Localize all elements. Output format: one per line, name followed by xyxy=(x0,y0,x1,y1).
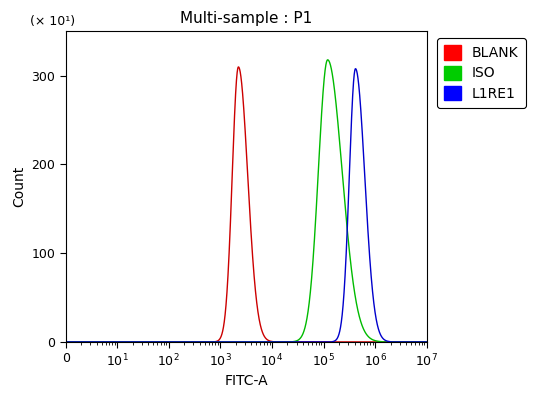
Text: (× 10¹): (× 10¹) xyxy=(30,15,74,28)
BLANK xyxy=(350,340,356,344)
L1RE1 xyxy=(276,340,283,344)
BLANK xyxy=(62,340,69,344)
L1RE1 xyxy=(352,66,359,71)
L1RE1 xyxy=(423,340,430,344)
BLANK xyxy=(423,340,430,344)
ISO xyxy=(330,79,336,83)
ISO xyxy=(292,339,298,344)
Y-axis label: Count: Count xyxy=(12,166,26,207)
Line: ISO: ISO xyxy=(66,60,427,342)
BLANK xyxy=(80,340,87,344)
Line: L1RE1: L1RE1 xyxy=(66,69,427,342)
Legend: BLANK, ISO, L1RE1: BLANK, ISO, L1RE1 xyxy=(437,39,526,108)
L1RE1 xyxy=(350,95,356,100)
Line: BLANK: BLANK xyxy=(66,67,427,342)
L1RE1 xyxy=(292,340,298,344)
BLANK xyxy=(330,340,336,344)
X-axis label: FITC-A: FITC-A xyxy=(224,375,268,389)
BLANK xyxy=(276,340,283,344)
L1RE1 xyxy=(193,340,200,344)
L1RE1 xyxy=(62,340,69,344)
ISO xyxy=(80,340,87,344)
ISO xyxy=(350,276,356,281)
BLANK xyxy=(235,64,242,69)
ISO xyxy=(193,340,200,344)
ISO xyxy=(423,340,430,344)
ISO xyxy=(324,57,331,62)
BLANK xyxy=(292,340,298,344)
L1RE1 xyxy=(80,340,87,344)
Title: Multi-sample : P1: Multi-sample : P1 xyxy=(180,11,312,26)
ISO xyxy=(62,340,69,344)
BLANK xyxy=(193,340,200,344)
L1RE1 xyxy=(330,339,336,344)
ISO xyxy=(276,340,283,344)
